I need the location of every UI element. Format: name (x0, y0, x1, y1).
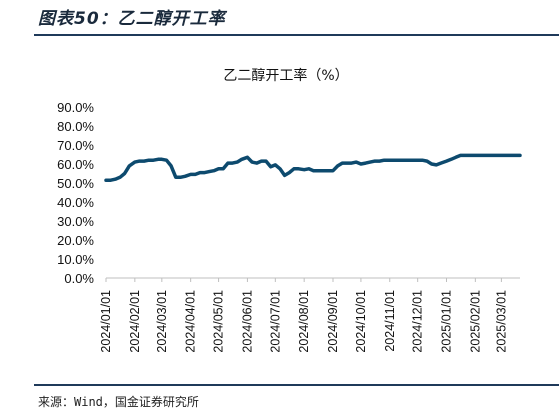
chart-title: 乙二醇开工率（%） (223, 67, 348, 84)
x-tick-label: 2024/01/01 (99, 290, 113, 353)
x-tick-label: 2024/04/01 (184, 290, 198, 353)
top-rule (34, 34, 559, 36)
x-tick-label: 2025/03/01 (494, 290, 508, 353)
x-tick-label: 2024/07/01 (268, 290, 282, 353)
y-tick-label: 40.0% (57, 195, 94, 210)
y-axis-tick-labels: 0.0% 10.0% 20.0% 30.0% 40.0% 50.0% 60.0% 70.0% 8… (57, 100, 94, 286)
x-tick-label: 2024/06/01 (240, 290, 254, 353)
series-line (104, 153, 522, 182)
x-tick-label: 2024/08/01 (297, 290, 311, 353)
y-tick-label: 0.0% (64, 271, 94, 286)
y-tick-label: 60.0% (57, 157, 94, 172)
x-tick-label: 2024/03/01 (155, 290, 169, 353)
y-tick-label: 50.0% (57, 176, 94, 191)
source-note: 来源：Wind，国金证券研究所 (38, 395, 199, 409)
bottom-rule (34, 384, 559, 386)
x-tick-label: 2024/12/01 (411, 290, 425, 353)
x-axis-tick-labels: 2024/01/01 2024/02/01 2024/03/01 2024/04/01… (99, 290, 508, 353)
figure-title: 图表50：乙二醇开工率 (38, 9, 226, 29)
x-tick-label: 2024/10/01 (354, 290, 368, 353)
x-tick-label: 2025/01/01 (440, 290, 454, 353)
x-tick-label: 2024/11/01 (383, 290, 397, 352)
series-group (104, 153, 522, 182)
x-tick-label: 2024/02/01 (128, 290, 142, 353)
y-tick-label: 70.0% (57, 138, 94, 153)
y-tick-label: 30.0% (57, 214, 94, 229)
x-tick-label: 2024/09/01 (326, 290, 340, 353)
x-axis-tick-marks (105, 278, 502, 282)
y-tick-label: 80.0% (57, 119, 94, 134)
x-tick-label: 2024/05/01 (212, 290, 226, 353)
y-tick-label: 90.0% (57, 100, 94, 115)
y-tick-label: 20.0% (57, 233, 94, 248)
x-tick-label: 2025/02/01 (468, 290, 482, 353)
y-tick-label: 10.0% (57, 252, 94, 267)
